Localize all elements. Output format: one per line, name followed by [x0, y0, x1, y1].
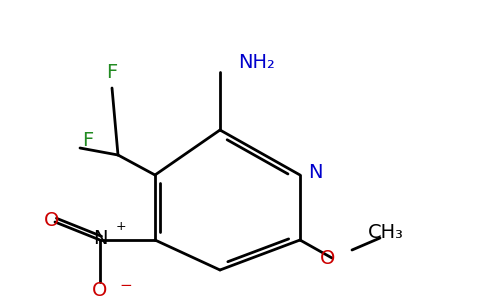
- Text: F: F: [82, 130, 93, 149]
- Text: O: O: [320, 248, 336, 268]
- Text: NH₂: NH₂: [238, 52, 275, 71]
- Text: O: O: [92, 280, 107, 299]
- Text: N: N: [308, 163, 322, 182]
- Text: −: −: [119, 278, 132, 293]
- Text: CH₃: CH₃: [368, 223, 404, 242]
- Text: +: +: [116, 220, 127, 232]
- Text: F: F: [106, 62, 118, 82]
- Text: O: O: [45, 211, 60, 230]
- Text: N: N: [93, 229, 107, 247]
